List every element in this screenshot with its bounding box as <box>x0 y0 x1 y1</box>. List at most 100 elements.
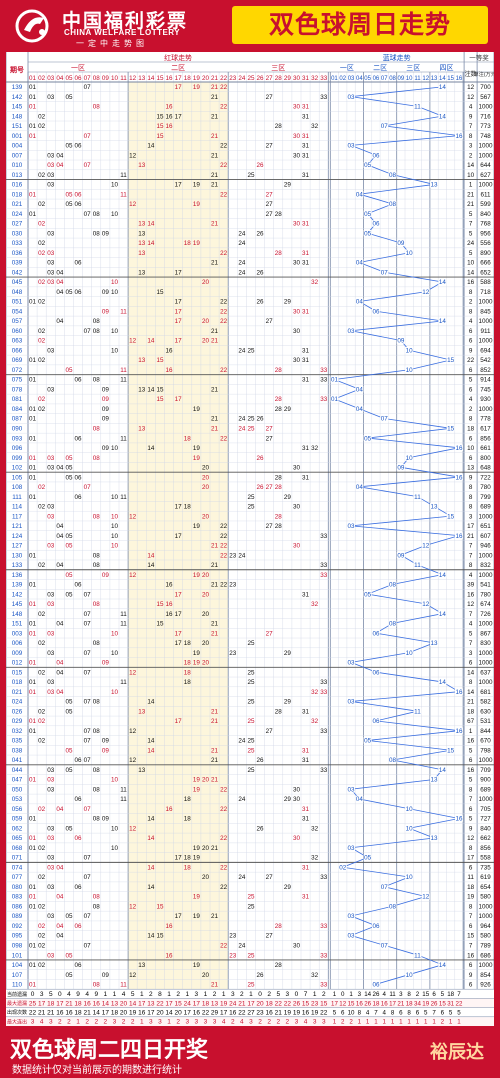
header: 中国福利彩票 CHINA WELFARE LOTTERY 一定中走势图 双色球周… <box>0 0 500 52</box>
red-ball-number: 29 <box>284 182 292 189</box>
prize-amount: 1000 <box>479 182 494 189</box>
period-label: 133 <box>12 562 23 569</box>
red-ball-number: 02 <box>38 874 46 881</box>
red-number-header: 22 <box>220 75 228 82</box>
red-ball-number: 19 <box>193 445 201 452</box>
prize-amount: 745 <box>480 386 491 393</box>
red-ball-number: 27 <box>266 523 274 530</box>
red-ball-number: 33 <box>320 952 328 959</box>
prize-count: 7 <box>469 913 473 920</box>
stat-red-value: 27 <box>247 1010 255 1017</box>
red-ball-number: 30 <box>293 786 301 793</box>
stat-red-value: 2 <box>322 991 326 998</box>
prize-amount: 619 <box>480 874 491 881</box>
stat-red-value: 22 <box>320 1010 328 1017</box>
prize-amount: 1000 <box>479 660 494 667</box>
blue-ball-number: 10 <box>406 347 414 354</box>
stat-red-value: 4 <box>304 1019 308 1026</box>
period-label: 069 <box>12 357 23 364</box>
red-ball-number: 01 <box>29 728 37 735</box>
blue-ball-background <box>454 815 463 822</box>
red-ball-number: 01 <box>29 582 37 589</box>
prize-amount: 1000 <box>479 552 494 559</box>
stat-red-value: 21 <box>47 1010 55 1017</box>
red-ball-number: 01 <box>29 982 37 989</box>
red-ball-number: 19 <box>193 855 201 862</box>
prize-amount: 768 <box>480 221 491 228</box>
prize-amount: 1000 <box>479 757 494 764</box>
red-ball-number: 04 <box>56 279 64 286</box>
red-ball-number: 02 <box>38 113 46 120</box>
red-ball-number: 06 <box>75 962 83 969</box>
logo-slogan: 一定中走势图 <box>76 39 148 48</box>
red-ball-number: 07 <box>84 591 92 598</box>
red-ball-number: 14 <box>147 884 155 891</box>
red-ball-number: 02 <box>38 806 46 813</box>
red-ball-number: 27 <box>266 933 274 940</box>
blue-ball-background <box>454 132 463 139</box>
prize-count: 4 <box>469 396 473 403</box>
prize-count: 5 <box>469 211 473 218</box>
stat-red-value: 22 <box>275 1000 283 1007</box>
period-label: 148 <box>12 611 23 618</box>
stat-red-value: 3 <box>295 1019 299 1026</box>
red-ball-number: 22 <box>220 786 228 793</box>
blue-ball-background <box>363 230 372 237</box>
red-ball-number: 20 <box>202 572 210 579</box>
red-ball-number: 28 <box>275 123 283 130</box>
prize-count: 3 <box>469 513 473 520</box>
red-ball-number: 21 <box>211 221 219 228</box>
red-ball-number: 13 <box>138 962 146 969</box>
period-label: 004 <box>12 143 23 150</box>
blue-ball-background <box>380 883 389 890</box>
blue-ball-number: 05 <box>364 435 372 442</box>
red-ball-number: 33 <box>320 689 328 696</box>
red-ball-number: 14 <box>147 552 155 559</box>
stat-blue-value: 14 <box>364 991 371 998</box>
red-ball-number: 01 <box>29 416 37 423</box>
blue-ball-number: 12 <box>422 543 430 550</box>
blue-ball-number: 08 <box>389 903 397 910</box>
red-ball-number: 10 <box>111 211 119 218</box>
red-ball-number: 02 <box>38 240 46 247</box>
red-ball-number: 07 <box>84 855 92 862</box>
red-ball-number: 06 <box>75 201 83 208</box>
red-ball-number: 02 <box>38 123 46 130</box>
prize-amount: 799 <box>480 494 491 501</box>
stat-red-value: 20 <box>175 1010 183 1017</box>
red-ball-number: 24 <box>238 347 246 354</box>
prize-count: 12 <box>467 94 475 101</box>
red-ball-number: 02 <box>38 962 46 969</box>
red-ball-number: 01 <box>29 552 37 559</box>
red-ball-number: 21 <box>211 328 219 335</box>
stat-red-value: 4 <box>222 1019 226 1026</box>
red-ball-number: 29 <box>284 650 292 657</box>
prize-amount: 662 <box>480 835 491 842</box>
prize-amount: 722 <box>480 474 491 481</box>
stat-blue-value: 5 <box>424 1010 428 1017</box>
red-number-header: 31 <box>302 75 310 82</box>
stat-red-value: 14 <box>93 1010 101 1017</box>
prize-count: 6 <box>469 962 473 969</box>
red-ball-number: 31 <box>302 104 310 111</box>
red-ball-number: 30 <box>293 835 301 842</box>
blue-ball-number: 14 <box>439 962 447 969</box>
stat-red-value: 18 <box>202 1000 210 1007</box>
red-ball-number: 17 <box>175 855 183 862</box>
stat-blue-value: 1 <box>333 1019 337 1026</box>
prize-count: 18 <box>467 884 475 891</box>
red-ball-number: 01 <box>29 104 37 111</box>
prize-amount: 670 <box>480 738 491 745</box>
stat-red-value: 18 <box>74 1010 82 1017</box>
red-ball-number: 18 <box>184 796 192 803</box>
red-ball-number: 10 <box>111 445 119 452</box>
blue-ball-number: 16 <box>455 689 463 696</box>
red-number-header: 18 <box>184 75 192 82</box>
red-ball-number: 03 <box>47 182 55 189</box>
blue-ball-background <box>413 561 422 569</box>
red-ball-number: 12 <box>129 152 137 159</box>
period-label: 026 <box>12 708 23 715</box>
blue-ball-background <box>347 522 356 530</box>
stat-red-value: 2 <box>67 1019 71 1026</box>
red-ball-number: 07 <box>84 84 92 91</box>
